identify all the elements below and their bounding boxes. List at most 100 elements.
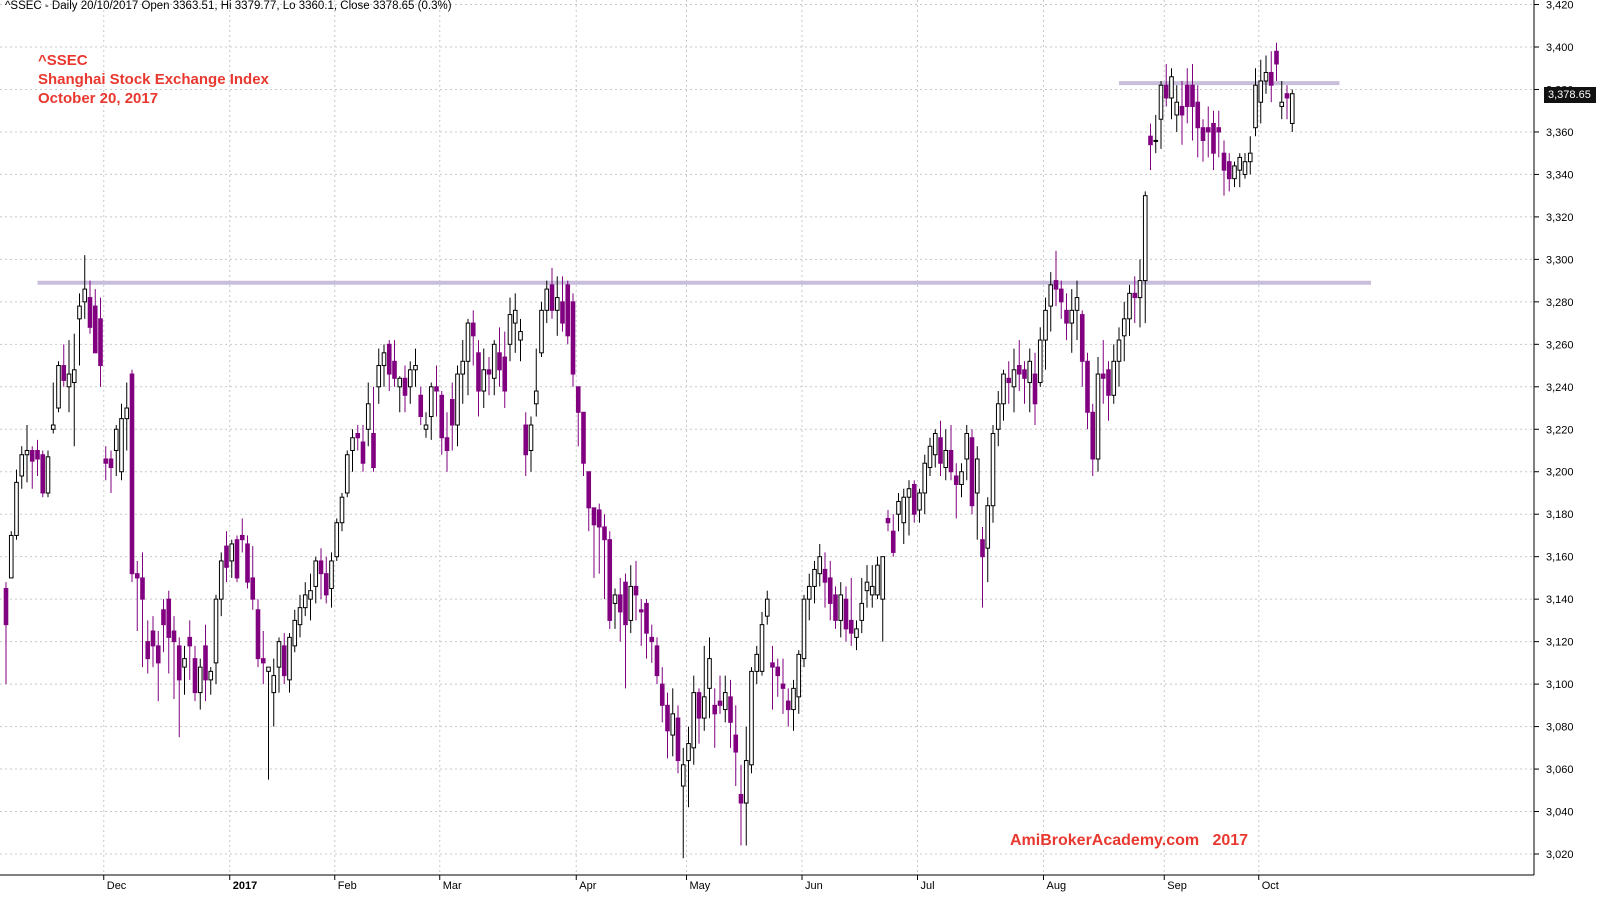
candle xyxy=(182,645,187,695)
y-tick-label: 3,280 xyxy=(1546,297,1574,309)
candle-body xyxy=(880,556,886,600)
candle-body xyxy=(1132,292,1138,299)
candle xyxy=(192,645,198,702)
candle-body xyxy=(1116,339,1122,362)
candle-body xyxy=(1037,339,1043,384)
candle xyxy=(701,645,707,731)
candle-body xyxy=(150,630,156,647)
candle-body xyxy=(166,598,172,638)
candle xyxy=(969,429,975,515)
candle xyxy=(87,280,93,334)
candle-body xyxy=(239,534,245,541)
candle-body xyxy=(1258,80,1264,103)
x-tick-label: Feb xyxy=(338,880,357,892)
candle xyxy=(659,667,665,723)
candle xyxy=(596,503,602,574)
candle xyxy=(392,340,397,387)
x-tick-label: Oct xyxy=(1262,880,1279,892)
x-tick-label: 2017 xyxy=(233,880,257,892)
candle-body xyxy=(822,568,828,583)
y-tick-label: 3,140 xyxy=(1546,594,1574,606)
candle xyxy=(92,289,98,354)
candle xyxy=(785,688,791,727)
candle-body xyxy=(1032,373,1038,405)
candle xyxy=(827,560,833,621)
candle-body xyxy=(376,365,382,388)
candle xyxy=(481,348,487,409)
candle-body xyxy=(197,666,203,694)
candle xyxy=(444,412,450,472)
candle-body xyxy=(1169,76,1174,99)
candle xyxy=(833,586,838,629)
candle xyxy=(1006,361,1012,404)
title-date: October 20, 2017 xyxy=(38,90,159,107)
candle xyxy=(29,446,35,489)
candle-body xyxy=(371,433,376,468)
candle-body xyxy=(665,704,670,732)
candle-body xyxy=(182,658,187,668)
candle xyxy=(1258,59,1264,124)
candle-body xyxy=(381,352,387,367)
candle xyxy=(743,726,749,846)
candle-body xyxy=(1190,84,1195,107)
candle xyxy=(1100,340,1106,404)
candle xyxy=(1274,42,1279,81)
candle xyxy=(171,616,177,699)
candle-body xyxy=(518,331,523,341)
candle-body xyxy=(1226,161,1232,180)
candle-body xyxy=(733,734,739,753)
candle-body xyxy=(1253,84,1258,129)
candle-body xyxy=(565,284,571,337)
candle-body xyxy=(350,437,355,452)
candle xyxy=(491,340,497,396)
candle xyxy=(1221,140,1227,196)
x-tick-label: Apr xyxy=(579,880,596,892)
y-tick-label: 3,220 xyxy=(1546,424,1574,436)
candle xyxy=(890,514,896,557)
candle-body xyxy=(528,424,534,451)
candle xyxy=(1174,85,1180,132)
candle-body xyxy=(974,458,980,494)
candle xyxy=(1289,89,1295,132)
candle-body xyxy=(77,305,82,320)
candle-body xyxy=(213,598,219,664)
candle-body xyxy=(686,743,691,762)
candle-body xyxy=(570,301,576,375)
candle xyxy=(512,293,518,353)
candle xyxy=(14,469,19,540)
candle-body xyxy=(1090,411,1096,460)
candle xyxy=(722,675,728,723)
candle-body xyxy=(344,454,350,494)
candle-body xyxy=(906,488,912,498)
candle-body xyxy=(791,687,796,711)
candle xyxy=(1001,369,1006,421)
candle-body xyxy=(1232,165,1237,180)
candle xyxy=(1069,289,1075,353)
candle xyxy=(728,679,733,748)
candle-body xyxy=(1237,156,1243,171)
candle xyxy=(19,446,25,489)
candle xyxy=(1253,68,1258,137)
candle xyxy=(980,526,985,608)
candle-body xyxy=(465,322,471,362)
candle xyxy=(365,382,371,447)
candle-body xyxy=(890,530,896,553)
candle xyxy=(533,348,539,417)
candle xyxy=(371,386,376,472)
x-tick-label: Dec xyxy=(107,880,127,892)
candle xyxy=(1247,136,1253,175)
candle xyxy=(350,429,355,472)
candle-body xyxy=(176,645,182,681)
candle-body xyxy=(602,526,607,541)
candle xyxy=(712,688,718,748)
candle-body xyxy=(1158,84,1164,120)
y-tick-label: 3,240 xyxy=(1546,382,1574,394)
candle xyxy=(707,637,712,719)
candle xyxy=(959,463,964,498)
candle-body xyxy=(754,653,760,672)
candle xyxy=(560,276,565,332)
candle-body xyxy=(780,683,786,689)
candle xyxy=(260,631,266,685)
candle-body xyxy=(297,607,303,626)
